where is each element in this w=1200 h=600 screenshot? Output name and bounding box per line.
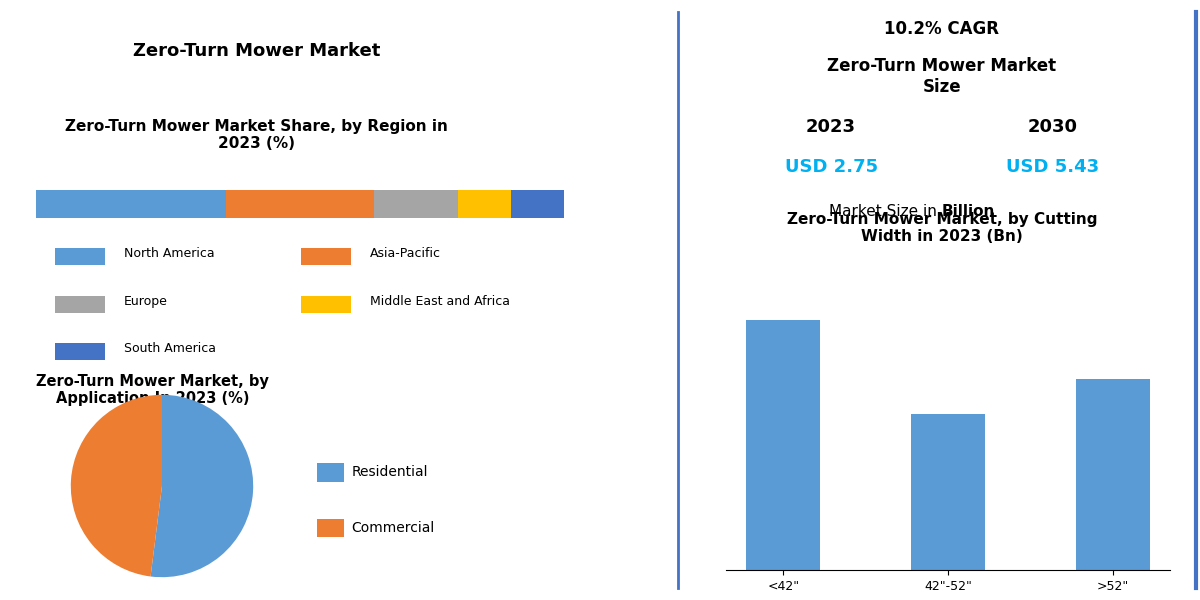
Text: Asia-Pacific: Asia-Pacific — [370, 247, 440, 260]
Text: 2023: 2023 — [806, 118, 856, 136]
Text: Market Size in: Market Size in — [829, 203, 942, 218]
Text: Zero-Turn Mower Market: Zero-Turn Mower Market — [133, 42, 380, 60]
Text: Billion: Billion — [942, 203, 995, 218]
Text: Zero-Turn Mower Market Share, by Region in
2023 (%): Zero-Turn Mower Market Share, by Region … — [65, 119, 448, 151]
FancyBboxPatch shape — [317, 518, 343, 537]
FancyBboxPatch shape — [300, 296, 350, 313]
Wedge shape — [150, 395, 253, 577]
Text: South America: South America — [125, 343, 216, 355]
FancyBboxPatch shape — [300, 248, 350, 265]
Text: Middle East and Africa: Middle East and Africa — [370, 295, 510, 308]
FancyBboxPatch shape — [317, 463, 343, 482]
Bar — [1075, 379, 1150, 570]
Text: Residential: Residential — [352, 466, 428, 479]
FancyBboxPatch shape — [55, 296, 106, 313]
Text: Commercial: Commercial — [352, 521, 434, 535]
Text: 10.2% CAGR: 10.2% CAGR — [884, 20, 1000, 38]
FancyBboxPatch shape — [55, 248, 106, 265]
Bar — [458, 190, 511, 218]
Text: Zero-Turn Mower Market, by Cutting
Width in 2023 (Bn): Zero-Turn Mower Market, by Cutting Width… — [787, 212, 1097, 244]
Text: USD 5.43: USD 5.43 — [1007, 158, 1099, 176]
Bar — [226, 190, 374, 218]
Bar — [911, 414, 985, 570]
Text: Zero-Turn Mower Market, by
Application In 2023 (%): Zero-Turn Mower Market, by Application I… — [36, 374, 269, 406]
Text: North America: North America — [125, 247, 215, 260]
Text: Europe: Europe — [125, 295, 168, 308]
FancyBboxPatch shape — [55, 343, 106, 361]
Text: USD 2.75: USD 2.75 — [785, 158, 877, 176]
Bar — [511, 190, 564, 218]
Bar — [374, 190, 458, 218]
Wedge shape — [71, 395, 162, 577]
Text: 2030: 2030 — [1028, 118, 1078, 136]
Bar — [36, 190, 226, 218]
Text: Zero-Turn Mower Market
Size: Zero-Turn Mower Market Size — [828, 58, 1056, 96]
Bar — [746, 320, 821, 570]
